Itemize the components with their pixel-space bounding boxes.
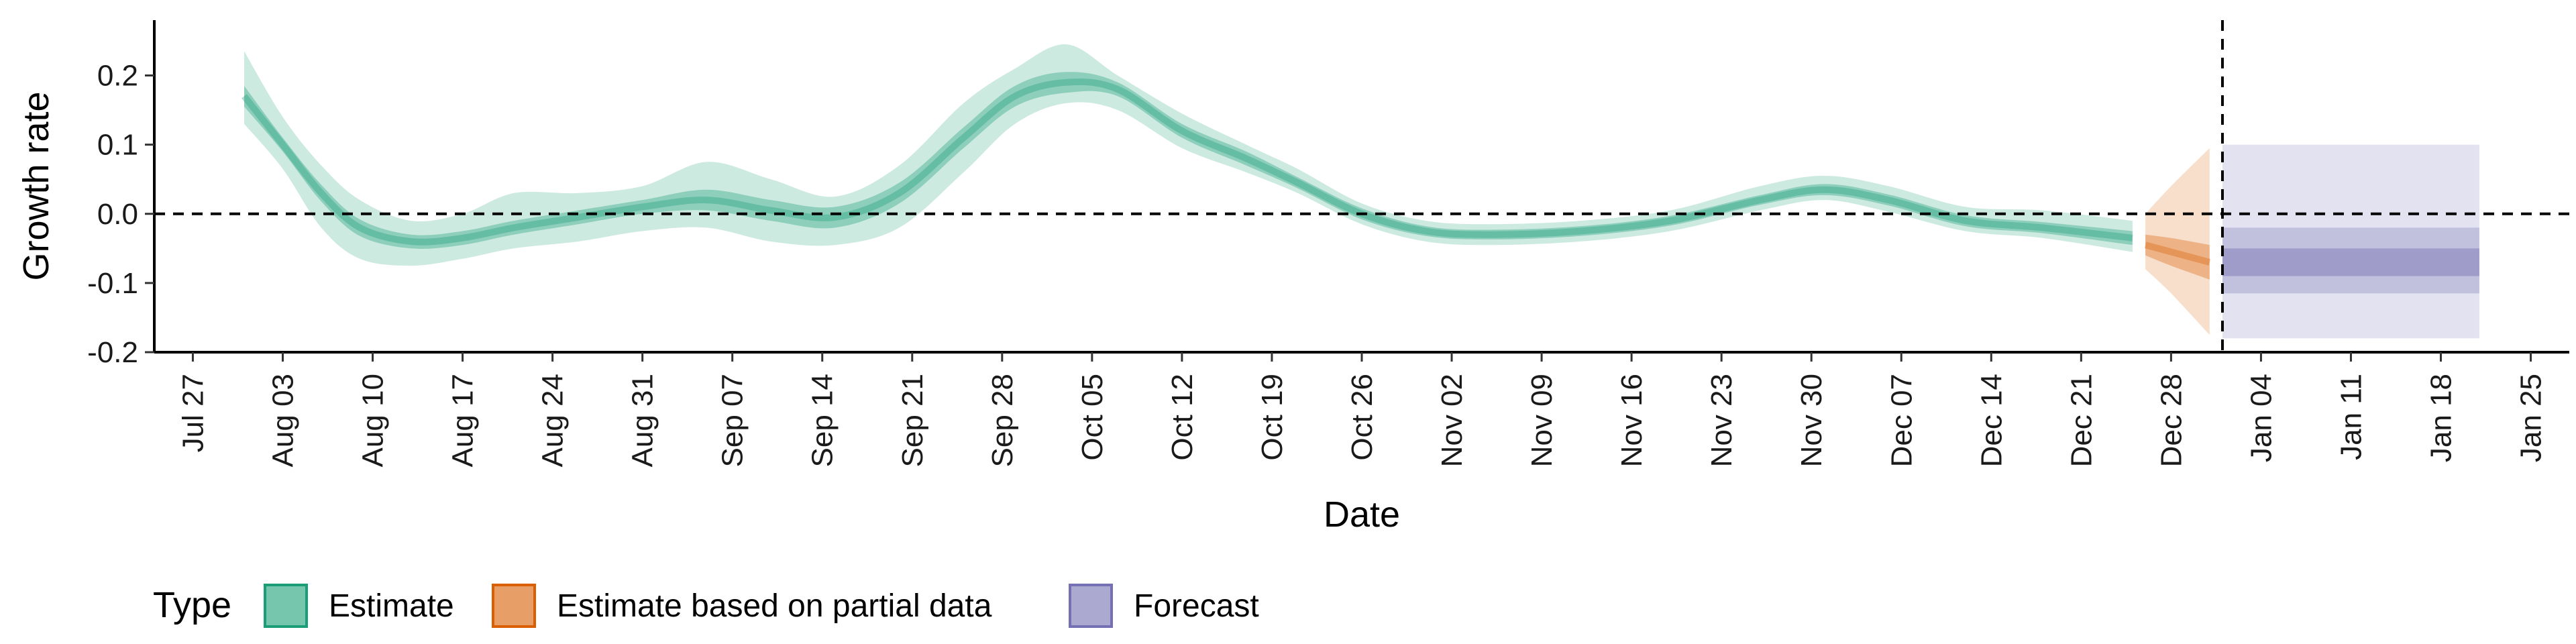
y-tick-label: -0.1 [87,267,138,300]
band-layer [241,44,2479,339]
x-tick-label: Oct 19 [1256,374,1289,461]
legend: Type Estimate Estimate based on partial … [153,584,1259,628]
estimate-median-band [241,78,2133,246]
x-tick-label: Nov 30 [1795,374,1828,467]
x-tick-label: Jul 27 [176,374,209,452]
y-axis-title: Growth rate [16,91,56,280]
forecast-band-50 [2222,227,2479,294]
x-tick-label: Dec 21 [2065,374,2098,467]
x-tick-label: Dec 07 [1885,374,1918,467]
legend-key-estimate [264,584,308,628]
x-tick-label: Jan 18 [2425,374,2458,462]
x-tick-label: Oct 12 [1166,374,1199,461]
estimate-band-90 [244,44,2133,266]
x-tick-label: Aug 17 [447,374,480,467]
legend-title: Type [153,585,231,625]
x-tick-label: Jan 11 [2334,374,2367,460]
x-tick-label: Nov 09 [1525,374,1558,467]
forecast-band-90 [2222,144,2479,339]
x-tick-label: Sep 07 [716,374,749,467]
estimate-band-50 [244,72,2133,249]
legend-label-forecast: Forecast [1134,588,1259,624]
x-tick-label: Jan 04 [2245,374,2277,462]
x-tick-label: Sep 28 [986,374,1019,467]
x-tick-label: Aug 03 [266,374,299,467]
partial-band-50 [2145,234,2210,280]
x-tick-label: Aug 10 [357,374,390,467]
x-tick-label: Dec 14 [1975,374,2008,467]
legend-label-partial: Estimate based on partial data [557,588,992,624]
x-tick-label: Nov 02 [1436,374,1468,467]
axes: -0.2 -0.1 0.0 0.1 0.2 Jul 27 Aug 03 Aug 10 Aug 1… [87,20,2569,467]
legend-label-estimate: Estimate [329,588,454,624]
y-tick-label: 0.1 [97,129,138,162]
partial-median-band [2144,241,2211,266]
x-tick-label: Aug 24 [537,374,570,467]
forecast-band-20 [2222,248,2479,276]
y-tick-label: -0.2 [87,336,138,369]
x-tick-label: Sep 21 [896,374,929,467]
partial-band-90 [2145,148,2210,335]
x-tick-label: Jan 25 [2515,374,2548,462]
reference-lines [154,20,2569,352]
x-tick-label: Sep 14 [806,374,839,467]
y-tick-label: 0.2 [97,60,138,93]
x-tick-label: Dec 28 [2155,374,2188,467]
x-axis-title: Date [1324,494,1400,535]
x-tick-label: Oct 26 [1346,374,1379,461]
y-tick-label: 0.0 [97,198,138,231]
legend-key-partial [492,584,536,628]
x-tick-label: Nov 16 [1615,374,1648,467]
x-tick-label: Aug 31 [627,374,659,467]
x-tick-label: Oct 05 [1076,374,1109,461]
x-tick-label: Nov 23 [1705,374,1738,467]
legend-key-forecast [1069,584,1113,628]
